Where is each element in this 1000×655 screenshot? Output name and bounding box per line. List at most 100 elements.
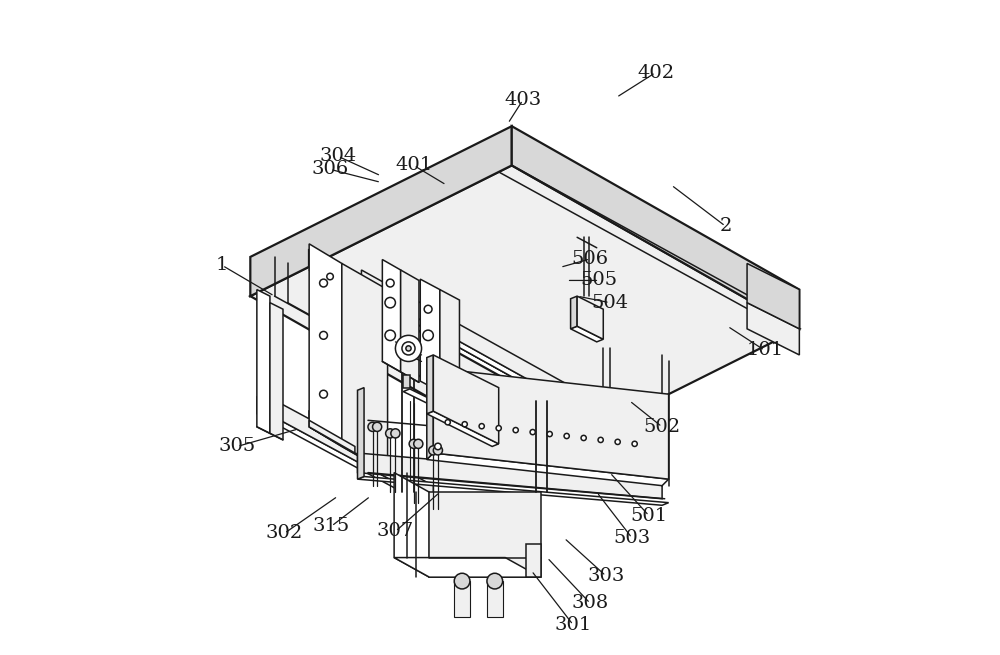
Polygon shape — [403, 375, 410, 388]
Polygon shape — [487, 581, 503, 617]
Text: 505: 505 — [581, 271, 618, 290]
Polygon shape — [427, 368, 433, 460]
Circle shape — [423, 330, 433, 341]
Polygon shape — [263, 394, 433, 502]
Circle shape — [564, 434, 569, 439]
Circle shape — [320, 331, 327, 339]
Polygon shape — [316, 250, 551, 398]
Text: 303: 303 — [587, 567, 625, 585]
Polygon shape — [747, 303, 799, 355]
Circle shape — [462, 422, 467, 427]
Circle shape — [496, 426, 501, 431]
Circle shape — [632, 441, 637, 447]
Circle shape — [487, 573, 503, 589]
Polygon shape — [342, 263, 388, 473]
Circle shape — [435, 443, 441, 450]
Text: 504: 504 — [591, 293, 628, 312]
Text: 503: 503 — [613, 529, 651, 547]
Circle shape — [581, 436, 586, 441]
Text: 307: 307 — [377, 523, 414, 540]
Text: 301: 301 — [555, 616, 592, 634]
Circle shape — [454, 573, 470, 589]
Circle shape — [368, 422, 377, 432]
Circle shape — [402, 342, 415, 355]
Polygon shape — [250, 126, 512, 296]
Polygon shape — [382, 259, 401, 372]
Circle shape — [386, 279, 394, 287]
Circle shape — [530, 430, 535, 435]
Polygon shape — [454, 581, 470, 617]
Polygon shape — [571, 326, 603, 342]
Polygon shape — [571, 296, 577, 329]
Text: 501: 501 — [630, 507, 668, 525]
Circle shape — [615, 440, 620, 445]
Polygon shape — [309, 411, 316, 424]
Polygon shape — [427, 453, 669, 485]
Text: 306: 306 — [311, 160, 349, 178]
Circle shape — [373, 422, 382, 432]
Polygon shape — [394, 557, 541, 577]
Polygon shape — [309, 421, 355, 453]
Polygon shape — [250, 166, 799, 460]
Circle shape — [429, 446, 438, 455]
Text: 305: 305 — [219, 438, 256, 455]
Circle shape — [320, 390, 327, 398]
Polygon shape — [358, 453, 662, 498]
Polygon shape — [309, 267, 551, 401]
Text: 403: 403 — [504, 91, 542, 109]
Circle shape — [424, 305, 432, 313]
Text: 302: 302 — [266, 525, 303, 542]
Polygon shape — [577, 296, 603, 339]
Polygon shape — [440, 290, 459, 402]
Text: 506: 506 — [572, 250, 609, 268]
Polygon shape — [433, 355, 499, 444]
Text: 502: 502 — [644, 418, 681, 436]
Polygon shape — [309, 427, 388, 473]
Circle shape — [409, 440, 418, 449]
Circle shape — [391, 429, 400, 438]
Polygon shape — [309, 244, 342, 447]
Text: 1: 1 — [216, 256, 228, 274]
Polygon shape — [420, 279, 440, 392]
Text: 101: 101 — [746, 341, 783, 360]
Text: 308: 308 — [572, 594, 609, 612]
Text: 304: 304 — [319, 147, 357, 165]
Circle shape — [479, 424, 484, 429]
Polygon shape — [309, 424, 433, 492]
Polygon shape — [257, 411, 433, 505]
Polygon shape — [512, 126, 799, 329]
Circle shape — [320, 279, 327, 287]
Polygon shape — [401, 270, 419, 383]
Polygon shape — [270, 303, 283, 440]
Polygon shape — [361, 270, 597, 418]
Circle shape — [385, 297, 395, 308]
Circle shape — [598, 438, 603, 443]
Polygon shape — [403, 389, 469, 421]
Circle shape — [433, 446, 442, 455]
Polygon shape — [427, 355, 433, 414]
Circle shape — [414, 440, 423, 449]
Polygon shape — [394, 473, 429, 577]
Polygon shape — [257, 394, 263, 414]
Polygon shape — [747, 263, 799, 329]
Polygon shape — [358, 477, 669, 505]
Polygon shape — [427, 411, 499, 447]
Circle shape — [385, 330, 395, 341]
Circle shape — [513, 428, 518, 433]
Circle shape — [406, 346, 411, 351]
Circle shape — [386, 429, 395, 438]
Polygon shape — [526, 544, 541, 577]
Polygon shape — [257, 290, 270, 434]
Polygon shape — [429, 492, 541, 577]
Text: 401: 401 — [395, 157, 432, 174]
Text: 2: 2 — [719, 217, 732, 235]
Polygon shape — [433, 368, 669, 479]
Circle shape — [547, 432, 552, 437]
Text: 402: 402 — [637, 64, 674, 82]
Polygon shape — [309, 250, 316, 267]
Polygon shape — [358, 388, 364, 479]
Circle shape — [445, 420, 450, 425]
Circle shape — [327, 273, 333, 280]
Polygon shape — [355, 287, 597, 421]
Text: 315: 315 — [313, 517, 350, 535]
